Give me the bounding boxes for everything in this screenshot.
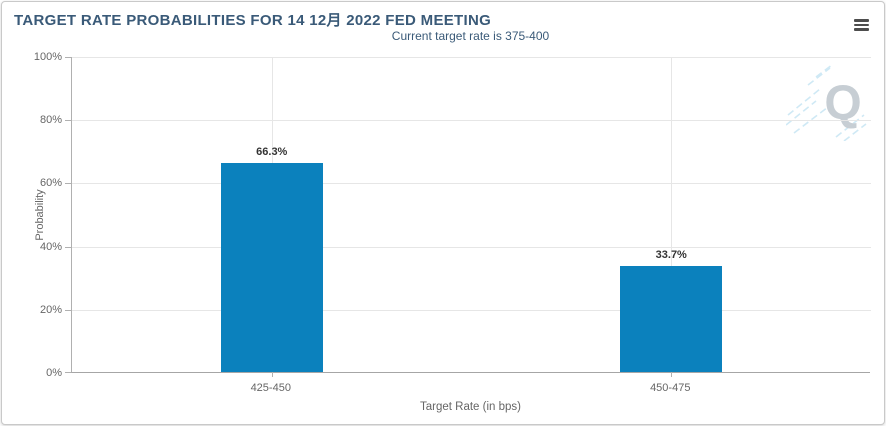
chart-subtitle: Current target rate is 375-400 <box>391 29 550 43</box>
x-axis-tick-425-450 <box>272 372 273 377</box>
y-gridline-40 <box>72 246 871 248</box>
y-gridline-80 <box>72 120 871 122</box>
plot-area: Q 66.3% 33.7% <box>65 57 871 377</box>
bar-425-450[interactable] <box>221 162 323 372</box>
y-axis-tick-100 <box>65 57 71 58</box>
y-gridline-60 <box>72 183 871 185</box>
y-tick-label-0: 0% <box>46 367 62 379</box>
x-axis-labels: 425-450 450-475 <box>71 382 870 396</box>
x-axis-title: Target Rate (in bps) <box>420 401 521 413</box>
x-tick-label-450-475: 450-475 <box>650 382 691 394</box>
y-tick-label-100: 100% <box>33 51 62 63</box>
hamburger-menu-icon <box>853 19 869 31</box>
y-tick-label-60: 60% <box>39 177 62 190</box>
y-axis-labels: 0% 20% 40% 60% 80% 100% <box>2 51 64 379</box>
y-tick-label-20: 20% <box>39 303 62 316</box>
y-axis-tick-20 <box>65 309 71 311</box>
chart-title: TARGET RATE PROBABILITIES FOR 14 12月 202… <box>14 12 492 29</box>
y-axis-tick-0 <box>65 372 71 373</box>
quikstrike-q-watermark-icon: Q <box>786 64 867 141</box>
y-tick-label-80: 80% <box>39 114 62 127</box>
y-axis-tick-40 <box>65 246 71 248</box>
bar-value-label-450-475: 33.7% <box>655 248 687 261</box>
watermark-q-letter: Q <box>824 77 861 130</box>
y-tick-label-40: 40% <box>39 240 62 253</box>
chart-context-menu-button[interactable] <box>850 16 872 34</box>
x-tick-label-425-450: 425-450 <box>250 382 291 394</box>
x-gridline-450-475 <box>671 57 672 373</box>
y-axis-tick-60 <box>65 183 71 185</box>
x-axis-tick-450-475 <box>671 372 672 377</box>
y-axis-tick-80 <box>65 120 71 122</box>
y-gridline-20 <box>72 309 871 311</box>
bar-value-label-425-450: 66.3% <box>256 145 288 158</box>
bar-450-475[interactable] <box>620 265 722 372</box>
y-gridline-100 <box>72 57 871 58</box>
